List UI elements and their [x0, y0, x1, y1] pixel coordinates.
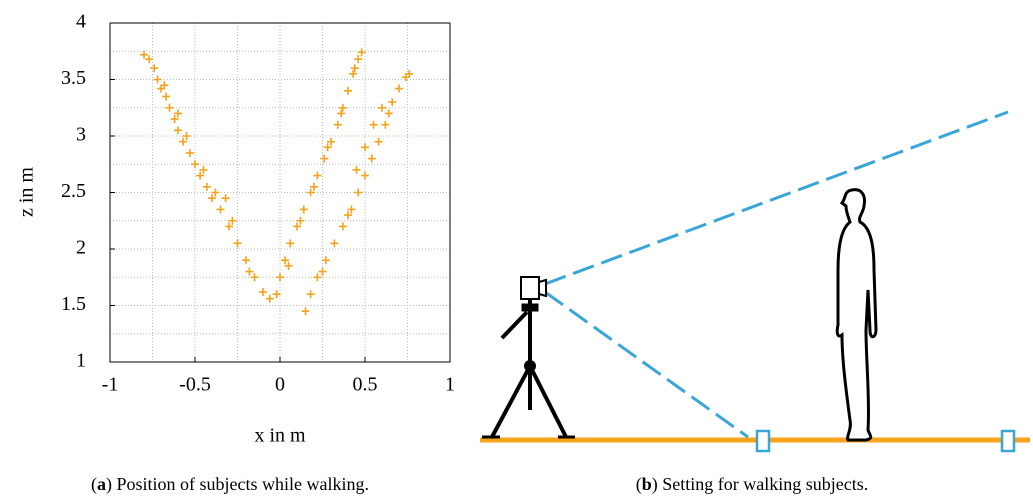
y-tick-label: 3.5 [61, 67, 86, 89]
point [217, 205, 225, 213]
caption-a: (a) Position of subjects while walking. [91, 474, 369, 495]
point [307, 290, 315, 298]
point [234, 239, 242, 247]
point [266, 295, 274, 303]
point [154, 76, 162, 84]
y-tick-label: 1 [76, 350, 86, 372]
label: b [642, 474, 652, 494]
point [145, 55, 153, 63]
x-tick-label: 0.5 [353, 374, 378, 396]
point [330, 239, 338, 247]
marker [1002, 431, 1014, 451]
point [337, 109, 345, 117]
point [322, 256, 330, 264]
point [302, 307, 310, 315]
point [375, 138, 383, 146]
point [242, 256, 250, 264]
point [251, 273, 259, 281]
label: a [97, 474, 106, 494]
y-tick-label: 4 [76, 11, 86, 33]
point [313, 273, 321, 281]
point [259, 288, 267, 296]
x-tick-label: -1 [102, 374, 119, 396]
point [140, 51, 148, 59]
person [837, 190, 876, 440]
point [381, 121, 389, 129]
x-tick-label: 1 [445, 374, 455, 396]
point [286, 239, 294, 247]
view-line [545, 112, 1008, 284]
point [368, 155, 376, 163]
point [339, 104, 347, 112]
point [300, 205, 308, 213]
point [395, 85, 403, 93]
x-tick-label: 0 [275, 374, 285, 396]
point [174, 126, 182, 134]
point [222, 194, 230, 202]
caption-b: (b) Setting for walking subjects. [636, 474, 868, 495]
point [150, 64, 158, 72]
point [313, 172, 321, 180]
setting-diagram [480, 112, 1030, 451]
x-tick-label: -0.5 [179, 374, 211, 396]
point [162, 92, 170, 100]
point [353, 166, 361, 174]
point [319, 268, 327, 276]
point [273, 290, 281, 298]
y-tick-label: 3 [76, 124, 86, 146]
point [361, 172, 369, 180]
y-tick-label: 2 [76, 237, 86, 259]
point [339, 222, 347, 230]
point [166, 104, 174, 112]
view-line [545, 292, 748, 437]
point [378, 104, 386, 112]
point [245, 268, 253, 276]
tripod-camera [482, 277, 575, 437]
point [344, 87, 352, 95]
point [320, 155, 328, 163]
point [186, 149, 194, 157]
scatter-plot: -1 -0.5 0 0.5 1 1 1.5 2 2.5 3 3.5 4 [61, 11, 455, 396]
y-tick-label: 2.5 [61, 180, 86, 202]
point [203, 183, 211, 191]
point [349, 70, 357, 78]
y-tick-label: 1.5 [61, 293, 86, 315]
point [276, 273, 284, 281]
text: ) Position of subjects while walking. [106, 474, 369, 495]
point [361, 143, 369, 151]
x-axis-label: x in m [254, 425, 306, 447]
text: ) Setting for walking subjects. [652, 474, 868, 495]
point [351, 64, 359, 72]
point [191, 160, 199, 168]
y-axis-label: z in m [16, 167, 38, 217]
point [370, 121, 378, 129]
point [388, 98, 396, 106]
figure: -1 -0.5 0 0.5 1 1 1.5 2 2.5 3 3.5 4 x in m z in m (… [0, 0, 1033, 504]
marker [757, 431, 769, 451]
point [354, 189, 362, 197]
point [334, 121, 342, 129]
point [385, 109, 393, 117]
